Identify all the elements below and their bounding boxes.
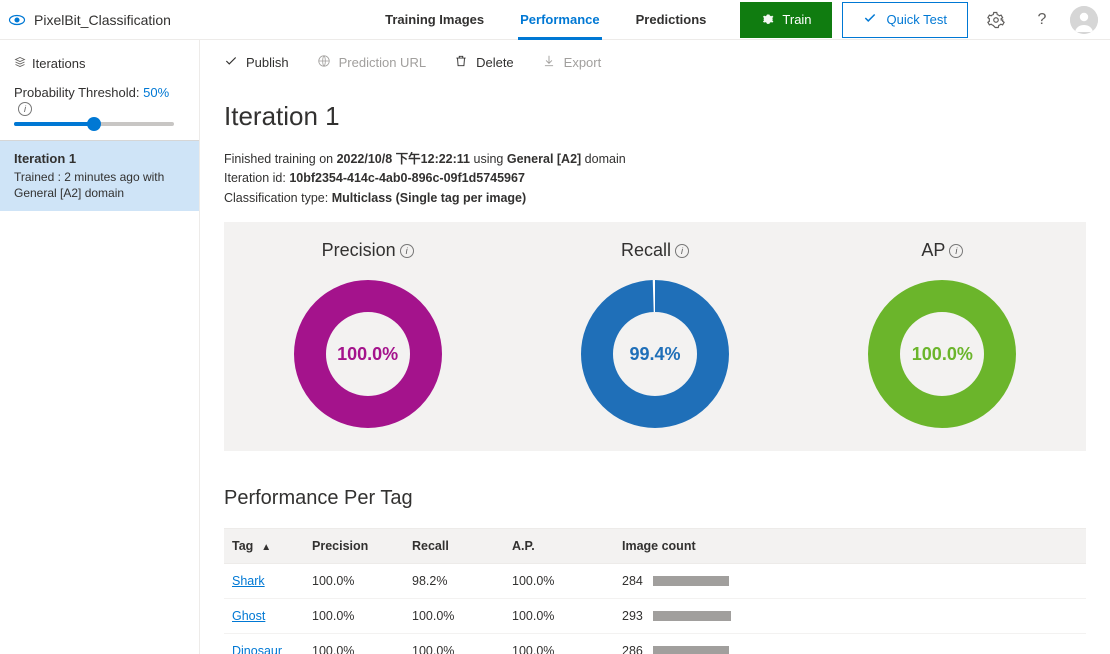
recall-donut: 99.4%: [580, 279, 730, 429]
iteration-item-name: Iteration 1: [14, 151, 185, 166]
cell-count: 293: [622, 609, 1078, 623]
project-icon: [8, 11, 26, 29]
sidebar: Iterations Probability Threshold: 50% i …: [0, 40, 200, 654]
precision-donut: 100.0%: [293, 279, 443, 429]
prediction-url-label: Prediction URL: [339, 55, 426, 70]
check-icon: [224, 54, 238, 71]
cell-precision: 100.0%: [304, 599, 404, 634]
cell-recall: 98.2%: [404, 564, 504, 599]
train-label: Train: [782, 12, 811, 27]
export-button: Export: [542, 54, 602, 71]
app-header: PixelBit_Classification Training Images …: [0, 0, 1110, 40]
info-icon[interactable]: i: [675, 244, 689, 258]
meta-finished: Finished training on 2022/10/8 下午12:22:1…: [224, 150, 1086, 169]
tab-training-images[interactable]: Training Images: [367, 0, 502, 40]
download-icon: [542, 54, 556, 71]
globe-icon: [317, 54, 331, 71]
meta-iteration-id: Iteration id: 10bf2354-414c-4ab0-896c-09…: [224, 169, 1086, 188]
train-button[interactable]: Train: [740, 2, 831, 38]
tab-performance[interactable]: Performance: [502, 0, 617, 40]
iteration-item[interactable]: Iteration 1 Trained : 2 minutes ago with…: [0, 140, 199, 211]
metric-precision: Precisioni 100.0%: [224, 240, 511, 429]
check-icon: [863, 11, 877, 28]
threshold-value: 50%: [143, 85, 169, 100]
gear-spin-icon: [760, 11, 774, 28]
main-content: Publish Prediction URL Delete Export Ite…: [200, 40, 1110, 654]
iteration-item-sub: Trained : 2 minutes ago with General [A2…: [14, 170, 185, 201]
prediction-url-button: Prediction URL: [317, 54, 426, 71]
col-precision[interactable]: Precision: [304, 529, 404, 564]
publish-label: Publish: [246, 55, 289, 70]
per-tag-table: Tag▲ Precision Recall A.P. Image count S…: [224, 528, 1086, 654]
per-tag-title: Performance Per Tag: [224, 487, 1086, 510]
info-icon[interactable]: i: [949, 244, 963, 258]
metric-ap: APi 100.0%: [799, 240, 1086, 429]
export-label: Export: [564, 55, 602, 70]
delete-label: Delete: [476, 55, 514, 70]
table-row: Dinosaur100.0%100.0%100.0%286: [224, 634, 1086, 654]
col-ap[interactable]: A.P.: [504, 529, 614, 564]
cell-count: 286: [622, 644, 1078, 654]
iteration-toolbar: Publish Prediction URL Delete Export: [200, 40, 1110, 81]
tab-predictions[interactable]: Predictions: [618, 0, 725, 40]
quick-test-button[interactable]: Quick Test: [842, 2, 968, 38]
settings-button[interactable]: [978, 2, 1014, 38]
metrics-panel: Precisioni 100.0% Recalli 99.4% APi 100.…: [224, 222, 1086, 451]
info-icon[interactable]: i: [400, 244, 414, 258]
cell-precision: 100.0%: [304, 564, 404, 599]
help-button[interactable]: ?: [1024, 2, 1060, 38]
cell-recall: 100.0%: [404, 634, 504, 654]
col-tag[interactable]: Tag▲: [224, 529, 304, 564]
trash-icon: [454, 54, 468, 71]
iterations-label: Iterations: [32, 56, 85, 71]
cell-count: 284: [622, 574, 1078, 588]
info-icon[interactable]: i: [18, 102, 32, 116]
table-row: Ghost100.0%100.0%100.0%293: [224, 599, 1086, 634]
col-image-count[interactable]: Image count: [614, 529, 1086, 564]
cell-ap: 100.0%: [504, 634, 614, 654]
tag-link[interactable]: Dinosaur: [232, 644, 282, 654]
table-row: Shark 100.0%98.2%100.0% 284: [224, 564, 1086, 599]
meta-classification-type: Classification type: Multiclass (Single …: [224, 189, 1086, 208]
sort-asc-icon: ▲: [261, 542, 271, 553]
iteration-title: Iteration 1: [224, 101, 1086, 132]
layers-icon: [14, 56, 26, 71]
quick-test-label: Quick Test: [887, 12, 947, 27]
project-name: PixelBit_Classification: [34, 12, 171, 28]
delete-button[interactable]: Delete: [454, 54, 514, 71]
cell-ap: 100.0%: [504, 564, 614, 599]
tag-link[interactable]: Ghost: [232, 609, 265, 623]
metric-recall: Recalli 99.4%: [511, 240, 798, 429]
ap-donut: 100.0%: [867, 279, 1017, 429]
user-avatar[interactable]: [1070, 6, 1098, 34]
iterations-header: Iterations: [0, 52, 199, 75]
cell-recall: 100.0%: [404, 599, 504, 634]
threshold-slider[interactable]: [14, 122, 174, 126]
threshold-row: Probability Threshold: 50% i: [0, 75, 199, 122]
threshold-label: Probability Threshold:: [14, 85, 140, 100]
publish-button[interactable]: Publish: [224, 54, 289, 71]
tag-link[interactable]: Shark: [232, 574, 265, 588]
main-nav: Training Images Performance Predictions …: [367, 0, 1098, 40]
col-recall[interactable]: Recall: [404, 529, 504, 564]
cell-precision: 100.0%: [304, 634, 404, 654]
cell-ap: 100.0%: [504, 599, 614, 634]
